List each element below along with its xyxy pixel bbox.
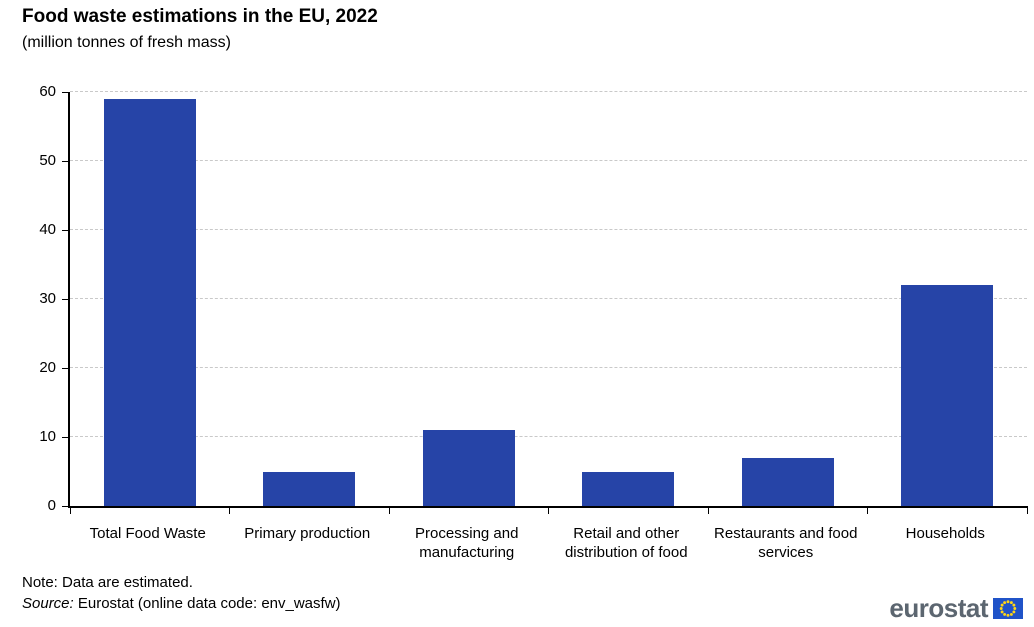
x-axis-tick	[707, 506, 709, 514]
source-label: Source:	[22, 595, 74, 612]
gridline	[70, 91, 1027, 92]
gridline	[70, 436, 1027, 437]
y-axis-tick	[62, 229, 68, 231]
bar	[422, 430, 515, 506]
bar	[901, 285, 994, 506]
x-axis-label: Total Food Waste	[89, 525, 206, 542]
x-axis-label: Households	[905, 525, 985, 542]
x-axis-tick	[69, 506, 71, 514]
x-axis-label: Processing and manufacturing	[415, 525, 519, 561]
y-tick-label: 60	[39, 83, 56, 100]
chart-title: Food waste estimations in the EU, 2022	[22, 6, 378, 27]
y-tick-label: 30	[39, 290, 56, 307]
chart-subtitle: (million tonnes of fresh mass)	[22, 34, 231, 51]
y-axis-tick	[62, 160, 68, 162]
bar	[103, 98, 196, 506]
gridline	[70, 367, 1027, 368]
y-tick-label: 10	[39, 428, 56, 445]
chart-source: Source: Eurostat (online data code: env_…	[22, 595, 341, 612]
gridline	[70, 229, 1027, 230]
eurostat-logo-text: eurostat	[889, 593, 988, 623]
x-axis-label: Retail and other distribution of food	[564, 525, 688, 561]
eu-flag-icon	[993, 597, 1023, 619]
y-axis-tick	[62, 367, 68, 369]
y-tick-label: 0	[47, 497, 56, 514]
gridline	[70, 298, 1027, 299]
x-axis-label: Primary production	[244, 525, 371, 542]
x-axis-tick	[867, 506, 868, 514]
eurostat-logo: eurostat	[889, 595, 1023, 621]
bar	[582, 471, 675, 506]
y-axis-tick	[62, 91, 68, 93]
y-axis-tick	[62, 436, 68, 438]
x-axis-tick	[548, 506, 549, 514]
y-axis-tick	[62, 298, 68, 300]
bar	[263, 471, 356, 506]
x-axis-tick	[1026, 506, 1028, 514]
plot-area	[62, 91, 1028, 514]
x-axis-tick	[229, 506, 230, 514]
x-axis-label: Restaurants and food services	[714, 525, 858, 561]
gridline	[70, 160, 1027, 161]
source-text: Eurostat (online data code: env_wasfw)	[73, 595, 341, 612]
y-tick-label: 50	[39, 152, 56, 169]
y-axis-tick	[62, 505, 68, 507]
bar	[741, 457, 834, 506]
y-tick-label: 20	[39, 359, 56, 376]
y-tick-label: 40	[39, 221, 56, 238]
chart-note: Note: Data are estimated.	[22, 574, 193, 591]
x-axis-tick	[388, 506, 390, 514]
